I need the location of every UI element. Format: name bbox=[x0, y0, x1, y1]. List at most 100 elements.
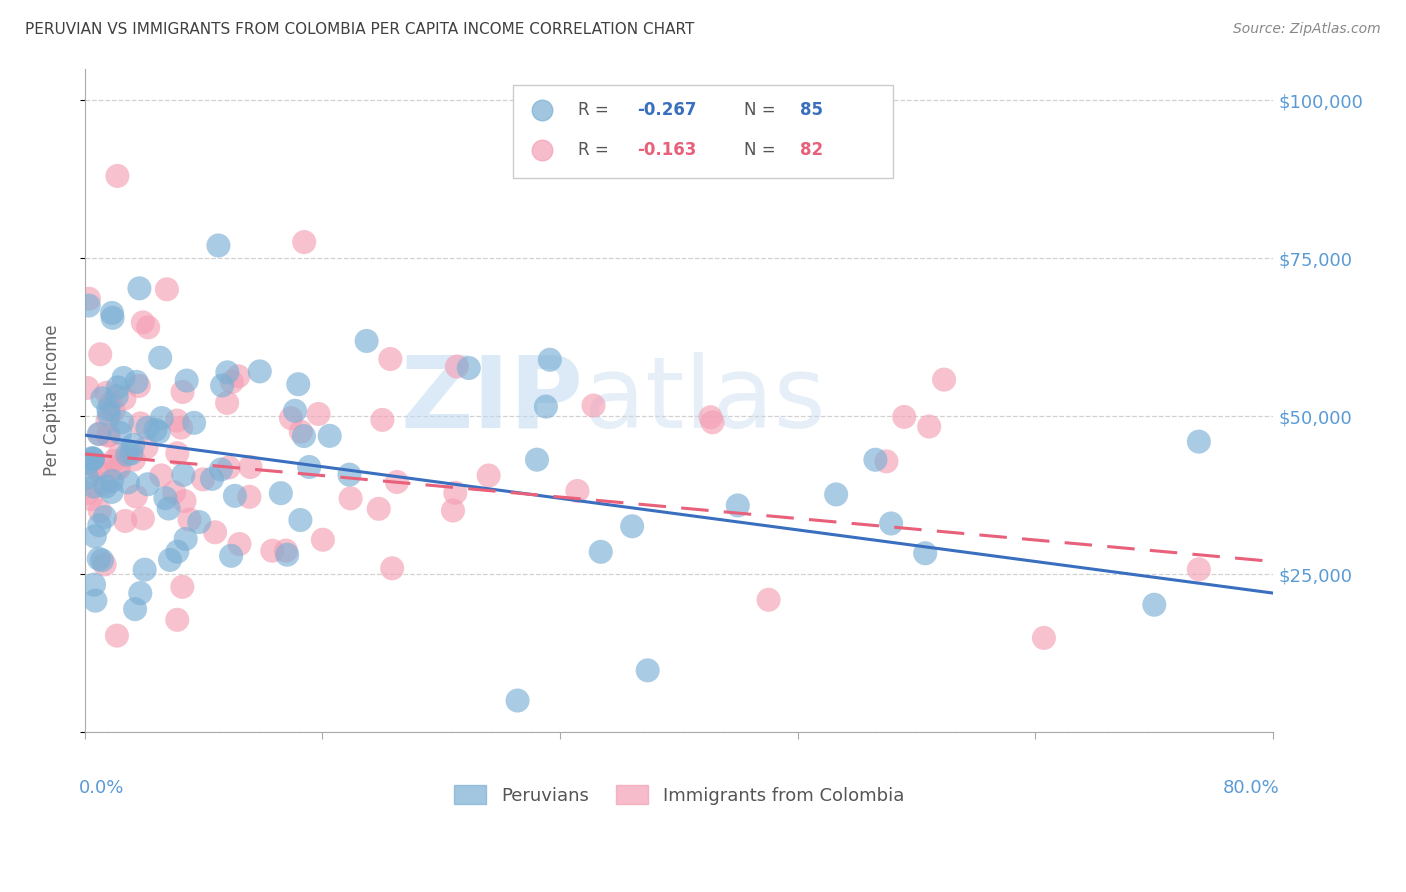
Text: 0.0%: 0.0% bbox=[79, 779, 124, 797]
Point bbox=[308, 407, 330, 421]
Point bbox=[238, 490, 260, 504]
Point bbox=[172, 384, 194, 399]
Point bbox=[825, 487, 848, 501]
Point bbox=[441, 503, 464, 517]
Point bbox=[132, 315, 155, 329]
Point bbox=[114, 392, 136, 406]
Point bbox=[1188, 562, 1211, 576]
Text: N =: N = bbox=[744, 102, 782, 120]
Point bbox=[172, 467, 194, 482]
Point bbox=[82, 451, 104, 466]
Point bbox=[174, 532, 197, 546]
Point bbox=[96, 385, 118, 400]
Point bbox=[249, 364, 271, 378]
Point bbox=[117, 475, 139, 490]
Point bbox=[292, 429, 315, 443]
Point bbox=[918, 419, 941, 434]
Point bbox=[107, 460, 129, 475]
Point bbox=[582, 399, 605, 413]
Text: -0.163: -0.163 bbox=[637, 141, 697, 159]
Point bbox=[77, 299, 100, 313]
Point bbox=[219, 549, 242, 563]
Point bbox=[89, 347, 111, 361]
Point bbox=[645, 725, 668, 739]
Point bbox=[134, 563, 156, 577]
Point bbox=[209, 462, 232, 476]
Point bbox=[211, 378, 233, 392]
Point bbox=[87, 427, 110, 442]
Point bbox=[166, 446, 188, 460]
Point bbox=[86, 462, 108, 476]
Point bbox=[120, 446, 142, 460]
Point bbox=[128, 281, 150, 295]
Point bbox=[228, 537, 250, 551]
Point bbox=[287, 377, 309, 392]
Point bbox=[77, 456, 100, 470]
Point bbox=[274, 543, 297, 558]
Point bbox=[76, 381, 98, 395]
Text: 80.0%: 80.0% bbox=[1222, 779, 1279, 797]
Point bbox=[115, 448, 138, 462]
Point bbox=[356, 334, 378, 348]
Point bbox=[276, 548, 298, 562]
Point bbox=[159, 553, 181, 567]
Point bbox=[298, 460, 321, 475]
Point bbox=[136, 320, 159, 334]
Point bbox=[444, 486, 467, 500]
Point bbox=[83, 577, 105, 591]
Point bbox=[880, 516, 903, 531]
Text: 82: 82 bbox=[800, 141, 824, 159]
Point bbox=[112, 371, 135, 385]
Point bbox=[758, 592, 780, 607]
Point bbox=[129, 417, 152, 431]
Point bbox=[457, 361, 479, 376]
Point bbox=[135, 440, 157, 454]
Point bbox=[129, 586, 152, 600]
Point bbox=[114, 514, 136, 528]
Point bbox=[239, 460, 262, 475]
Point bbox=[132, 511, 155, 525]
Point bbox=[221, 375, 243, 389]
Point bbox=[96, 414, 118, 428]
Point bbox=[173, 494, 195, 508]
Point bbox=[191, 472, 214, 486]
Point bbox=[155, 491, 177, 505]
Point bbox=[91, 553, 114, 567]
Point bbox=[179, 512, 201, 526]
Point bbox=[80, 492, 103, 507]
Point bbox=[103, 454, 125, 468]
Text: N =: N = bbox=[744, 141, 782, 159]
Point bbox=[136, 421, 159, 435]
Point bbox=[534, 400, 557, 414]
Point bbox=[319, 429, 342, 443]
Point bbox=[284, 404, 307, 418]
Point bbox=[97, 402, 120, 417]
Point bbox=[101, 310, 124, 325]
Point bbox=[865, 452, 887, 467]
Point bbox=[702, 415, 724, 429]
Point bbox=[270, 486, 292, 500]
Point bbox=[217, 365, 239, 379]
Point bbox=[172, 580, 194, 594]
Point bbox=[97, 408, 120, 422]
Point bbox=[150, 468, 173, 483]
Point bbox=[108, 425, 131, 440]
Point bbox=[93, 558, 115, 572]
Point bbox=[1188, 434, 1211, 449]
Point bbox=[163, 485, 186, 500]
Point bbox=[89, 459, 111, 474]
Point bbox=[367, 501, 389, 516]
Point bbox=[914, 546, 936, 560]
Point bbox=[97, 428, 120, 442]
Point bbox=[224, 489, 246, 503]
Point bbox=[932, 373, 955, 387]
Point bbox=[207, 238, 229, 252]
Legend: Peruvians, Immigrants from Colombia: Peruvians, Immigrants from Colombia bbox=[447, 778, 911, 812]
Point bbox=[157, 501, 180, 516]
Text: 85: 85 bbox=[800, 102, 823, 120]
Point bbox=[526, 452, 548, 467]
Point bbox=[100, 396, 122, 410]
Point bbox=[105, 629, 128, 643]
Point bbox=[166, 613, 188, 627]
Point bbox=[136, 477, 159, 491]
